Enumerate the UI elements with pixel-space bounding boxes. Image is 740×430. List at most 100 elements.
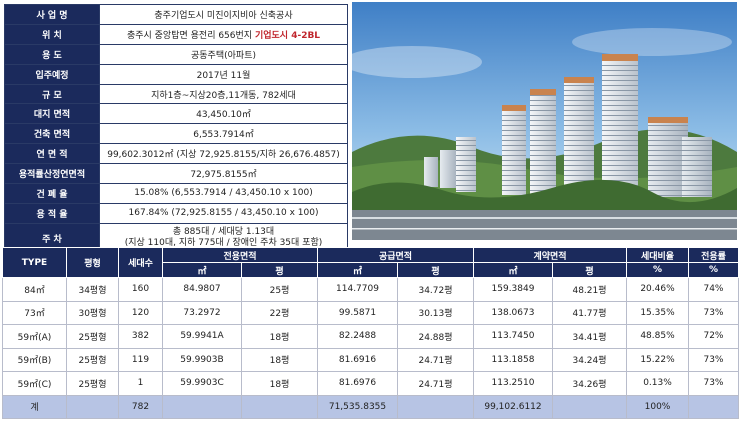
header-sqm: ㎡ [317,262,398,278]
cell-exclusive-rate: 73% [688,371,739,396]
info-row-site-area: 대지 면적 43,450.10㎡ [4,103,348,125]
info-value: 공동주택(아파트) [99,43,348,65]
header-py: 평 [241,262,318,278]
total-label: 계 [2,394,67,419]
cell-pyeong [66,394,119,419]
table-total-row: 계 782 71,535.8355 99,102.6112 100% [2,394,739,419]
cell-supply-m2: 81.6976 [317,371,398,396]
cell-exclusive-py: 25평 [241,277,318,302]
info-row-coverage: 건 폐 율 15.08% (6,553.7914 / 43,450.10 x 1… [4,183,348,204]
cell-exclusive-rate: 72% [688,324,739,349]
info-label: 대지 면적 [4,103,100,125]
cell-exclusive-py: 18평 [241,324,318,349]
parking-line-1: 총 885대 / 세대당 1.13대 [172,227,275,238]
cell-type: 59㎡(A) [2,324,67,349]
table-row: 59㎡(C) 25평형 1 59.9903C 18평 81.6976 24.71… [2,371,739,396]
cell-ratio: 15.35% [626,300,689,325]
info-label: 사 업 명 [4,4,100,25]
cell-contract-m2: 113.2510 [473,371,553,396]
cell-exclusive-py: 22평 [241,300,318,325]
table-row: 59㎡(B) 25평형 119 59.9903B 18평 81.6916 24.… [2,347,739,372]
header-supply-area: 공급면적 [317,247,474,263]
cell-supply-py: 30.13평 [397,300,474,325]
total-supply-m2: 71,535.8355 [317,394,398,419]
cell-units: 119 [118,347,163,372]
cell-exclusive-m2: 59.9903C [162,371,242,396]
info-value: 충주기업도시 미진이지비아 신축공사 [99,4,348,25]
info-value: 72,975.8155㎡ [99,163,348,185]
cell-units: 160 [118,277,163,302]
total-ratio: 100% [626,394,689,419]
cell-ratio: 0.13% [626,371,689,396]
cell-contract-py: 41.77평 [552,300,627,325]
cell-pyeong: 25평형 [66,347,119,372]
header-sqm: ㎡ [473,262,553,278]
header-exclusive-rate: 전용률 [688,247,739,263]
cell-supply-py [397,394,474,419]
info-value: 15.08% (6,553.7914 / 43,450.10 x 100) [99,183,348,204]
cell-pyeong: 25평형 [66,371,119,396]
cell-contract-m2: 159.3849 [473,277,553,302]
spec-header-row-2: ㎡ 평 ㎡ 평 ㎡ 평 % % [3,262,739,278]
info-value-location: 충주시 중앙탑면 용전리 656번지 기업도시 4-2BL [99,23,348,45]
cell-pyeong: 30평형 [66,300,119,325]
project-info-table: 사 업 명 충주기업도시 미진이지비아 신축공사 위 치 충주시 중앙탑면 용전… [4,4,348,254]
total-units: 782 [118,394,163,419]
cell-contract-py [552,394,627,419]
parking-line-2: (지상 110대, 지하 775대 / 장애인 주차 35대 포함) [124,238,323,249]
cell-supply-py: 34.72평 [397,277,474,302]
cell-contract-m2: 113.7450 [473,324,553,349]
total-contract-m2: 99,102.6112 [473,394,553,419]
info-label: 위 치 [4,23,100,45]
info-label: 입주예정 [4,63,100,85]
cell-contract-m2: 138.0673 [473,300,553,325]
cell-ratio: 48.85% [626,324,689,349]
header-percent: % [688,262,739,278]
cell-exclusive-rate: 73% [688,347,739,372]
cell-supply-m2: 81.6916 [317,347,398,372]
cell-contract-py: 34.24평 [552,347,627,372]
info-label: 규 모 [4,83,100,105]
info-row-far: 용 적 율 167.84% (72,925.8155 / 43,450.10 x… [4,202,348,224]
info-value: 2017년 11월 [99,63,348,85]
cell-units: 382 [118,324,163,349]
cell-ratio: 20.46% [626,277,689,302]
spec-header-row-1: TYPE 평형 세대수 전용면적 공급면적 계약면적 세대비율 전용률 [2,247,739,278]
cell-contract-py: 34.26평 [552,371,627,396]
header-type: TYPE [2,247,67,278]
cell-exclusive-m2 [162,394,242,419]
info-value: 167.84% (72,925.8155 / 43,450.10 x 100) [99,202,348,224]
cell-type: 84㎡ [2,277,67,302]
location-address: 충주시 중앙탑면 용전리 656번지 [126,30,255,41]
header-exclusive-area: 전용면적 [162,247,318,263]
cell-exclusive-m2: 84.9807 [162,277,242,302]
cell-exclusive-py: 18평 [241,371,318,396]
info-label: 용 적 율 [4,202,100,224]
cell-pyeong: 25평형 [66,324,119,349]
unit-spec-table: TYPE 평형 세대수 전용면적 공급면적 계약면적 세대비율 전용률 ㎡ 평 … [2,247,739,419]
info-label: 건축 면적 [4,123,100,145]
cell-type: 59㎡(C) [2,371,67,396]
info-row-move-in: 입주예정 2017년 11월 [4,63,348,85]
table-row: 59㎡(A) 25평형 382 59.9941A 18평 82.2488 24.… [2,324,739,349]
info-row-total-floor-area: 연 면 적 99,602.3012㎡ (지상 72,925.8155/지하 26… [4,143,348,165]
info-label: 용 도 [4,43,100,65]
cell-exclusive-m2: 59.9941A [162,324,242,349]
info-row-far-floor-area: 용적률산정연면적 72,975.8155㎡ [4,163,348,185]
info-row-use: 용 도 공동주택(아파트) [4,43,348,65]
info-row-building-area: 건축 면적 6,553.7914㎡ [4,123,348,145]
cell-supply-m2: 82.2488 [317,324,398,349]
info-label: 용적률산정연면적 [4,163,100,185]
info-value: 99,602.3012㎡ (지상 72,925.8155/지하 26,676.4… [99,143,348,165]
cell-supply-py: 24.71평 [397,347,474,372]
table-row: 84㎡ 34평형 160 84.9807 25평 114.7709 34.72평… [2,277,739,302]
header-percent: % [626,262,689,278]
cell-supply-m2: 114.7709 [317,277,398,302]
info-label: 건 폐 율 [4,183,100,204]
cell-exclusive-m2: 73.2972 [162,300,242,325]
cell-exclusive-py [241,394,318,419]
header-pyeong: 평형 [66,247,119,278]
cell-pyeong: 34평형 [66,277,119,302]
cell-contract-m2: 113.1858 [473,347,553,372]
header-units: 세대수 [118,247,163,278]
